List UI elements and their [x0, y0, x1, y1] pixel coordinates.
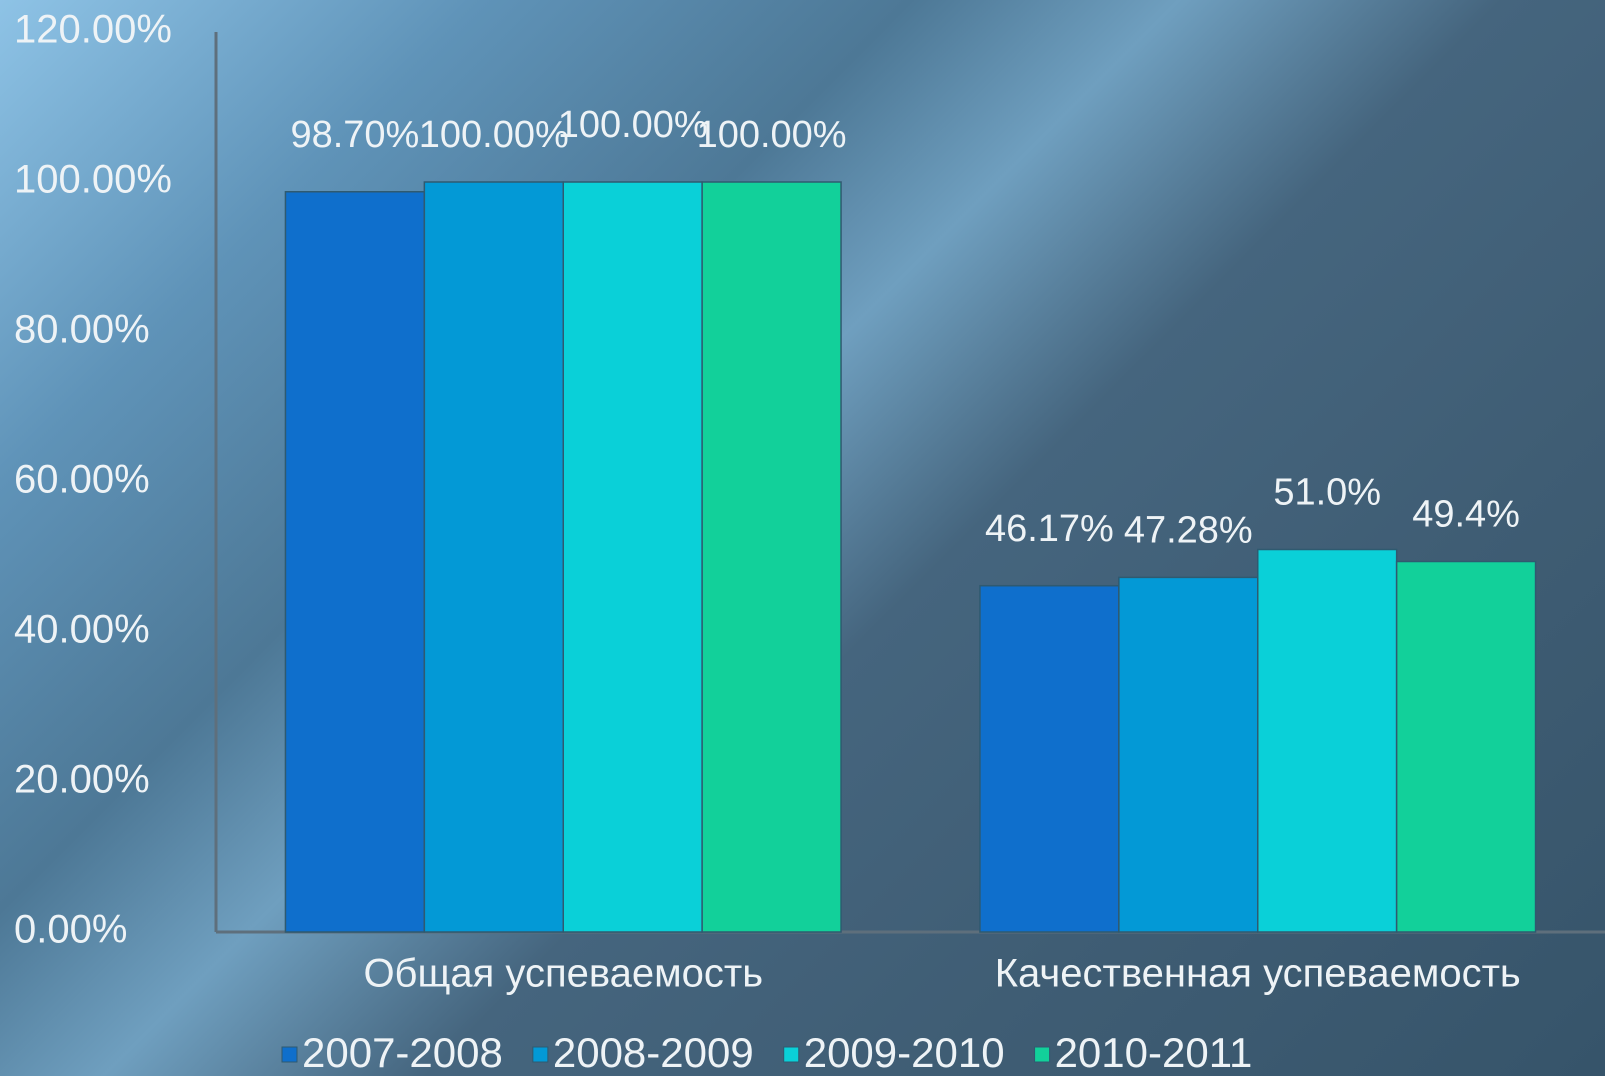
value-label: 100.00% — [419, 114, 569, 156]
y-tick-label: 100.00% — [14, 158, 172, 202]
x-tick-label: Качественная успеваемость — [995, 952, 1521, 996]
y-tick-label: 60.00% — [14, 458, 150, 502]
bar — [1118, 576, 1259, 933]
legend-swatch — [532, 1046, 549, 1063]
bar — [1257, 548, 1398, 933]
legend-swatch — [281, 1046, 298, 1063]
legend-swatch — [1034, 1046, 1051, 1063]
y-tick-label: 80.00% — [14, 308, 150, 352]
x-tick-label: Общая успеваемость — [363, 952, 763, 996]
bar — [562, 181, 703, 933]
bar — [701, 181, 842, 933]
value-label: 98.70% — [290, 114, 419, 156]
y-tick-label: 40.00% — [14, 608, 150, 652]
bar — [284, 191, 426, 933]
y-tick-label: 0.00% — [14, 908, 127, 952]
value-label: 100.00% — [697, 114, 847, 156]
value-label: 46.17% — [985, 508, 1114, 550]
legend-label: 2009-2010 — [804, 1029, 1005, 1076]
value-label: 100.00% — [558, 104, 708, 146]
bar — [979, 584, 1120, 933]
legend-swatch — [783, 1046, 800, 1063]
value-label: 51.0% — [1273, 472, 1381, 514]
bar — [423, 181, 564, 933]
legend-label: 2010-2011 — [1055, 1029, 1253, 1076]
value-label: 47.28% — [1124, 509, 1253, 551]
y-tick-label: 120.00% — [14, 8, 172, 52]
legend-label: 2008-2009 — [553, 1029, 754, 1076]
legend-label: 2007-2008 — [302, 1029, 503, 1076]
value-label: 49.4% — [1412, 494, 1520, 536]
y-tick-label: 20.00% — [14, 758, 150, 802]
bar — [1395, 560, 1537, 933]
